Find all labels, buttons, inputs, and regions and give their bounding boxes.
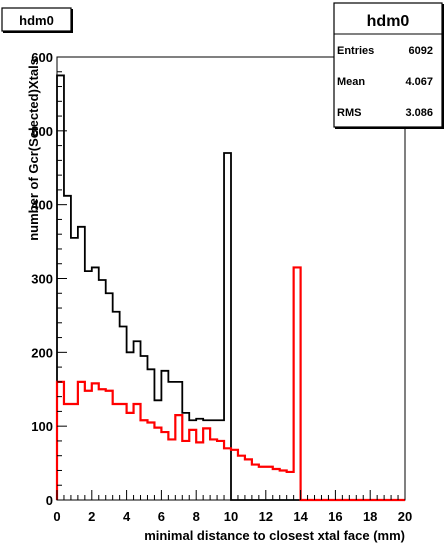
y-tick-label: 300 [31,272,53,287]
title-box: hdm0 [1,7,73,33]
x-tick-label: 0 [53,509,60,524]
x-tick-label: 20 [398,509,412,524]
y-axis-title: number of Gcr(Selected)Xtals [26,58,41,241]
y-tick-label: 600 [31,50,53,65]
y-tick-label: 200 [31,345,53,360]
histogram-series-1 [56,74,405,501]
y-tick-label: 500 [31,124,53,139]
stats-entries-key: Entries [337,45,374,57]
x-tick-label: 10 [224,509,238,524]
stats-rms-value: 3.086 [405,107,433,119]
stats-mean-key: Mean [337,76,365,88]
x-tick-label: 2 [88,509,95,524]
y-tick-label: 0 [46,493,53,508]
y-tick-label: 100 [31,419,53,434]
histogram-title: hdm0 [19,13,54,28]
x-tick-label: 4 [123,509,131,524]
stats-box: hdm0 Entries 6092 Mean 4.067 RMS 3.086 [333,2,444,129]
x-tick-label: 6 [158,509,165,524]
x-tick-label: 8 [193,509,200,524]
x-axis-title: minimal distance to closest xtal face (m… [144,528,405,543]
stats-entries-value: 6092 [409,45,433,57]
x-tick-label: 16 [328,509,342,524]
stats-box-title: hdm0 [367,13,410,30]
stats-mean-value: 4.067 [405,76,433,88]
x-tick-label: 12 [259,509,273,524]
stats-rms-key: RMS [337,107,361,119]
x-tick-label: 14 [293,509,308,524]
y-tick-label: 400 [31,198,53,213]
x-tick-label: 18 [363,509,377,524]
histogram-series-2 [55,266,405,502]
